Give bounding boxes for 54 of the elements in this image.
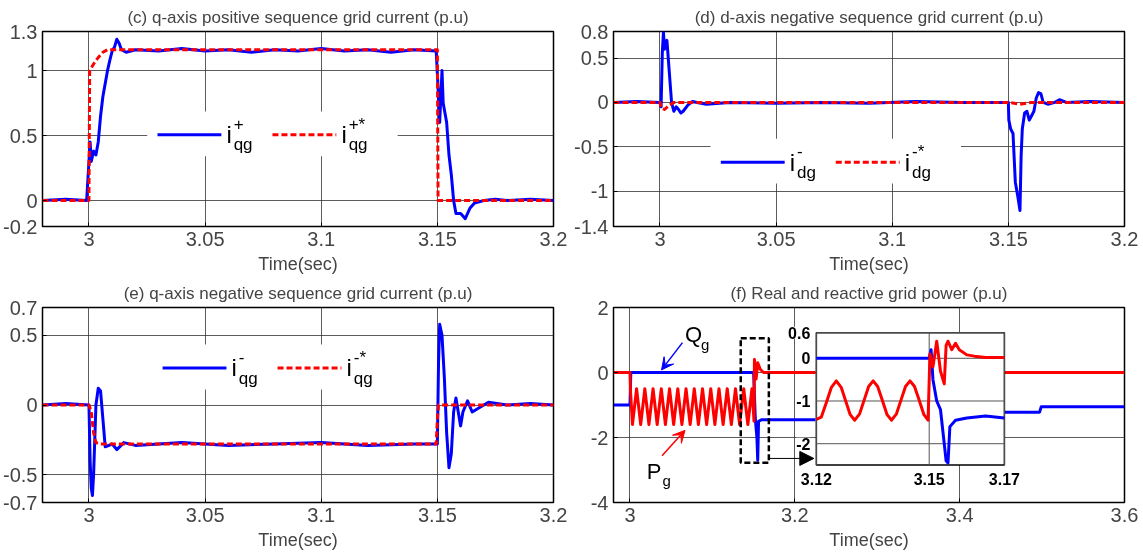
y-tick-label: -0.2 [3, 215, 38, 238]
x-tick-label: 3.1 [878, 227, 907, 250]
y-tick-label: -0.5 [3, 463, 38, 486]
y-tick-label: -4 [590, 491, 609, 514]
y-tick-label: 0 [26, 394, 38, 416]
x-tick-label: 3.6 [1110, 503, 1139, 526]
x-tick-label: 3.15 [988, 227, 1028, 250]
chart-title: (d) d-axis negative sequence grid current (p.u) [694, 7, 1044, 27]
x-axis-title: Time(sec) [258, 253, 338, 274]
chart-title: (e) q-axis negative sequence grid current (p.u) [123, 283, 473, 303]
x-tick-label: 3.4 [945, 503, 974, 526]
x-tick-label: 3.15 [913, 471, 945, 489]
x-tick-label: 3.15 [417, 503, 457, 526]
x-tick-label: 3.1 [307, 503, 336, 526]
y-tick-label: -2 [796, 435, 811, 453]
y-tick-label: 1 [26, 59, 38, 82]
y-tick-label: -1 [590, 180, 609, 203]
x-tick-label: 3.05 [756, 227, 796, 250]
y-tick-label: 0.5 [9, 324, 38, 347]
chart-title: (c) q-axis positive sequence grid current (p.u) [127, 7, 469, 27]
x-tick-label: 3 [624, 503, 636, 526]
y-tick-label: 0.7 [9, 296, 38, 319]
y-tick-label: -1.4 [574, 215, 609, 238]
x-tick-label: 3.05 [185, 503, 225, 526]
x-tick-label: 3.2 [1110, 227, 1139, 250]
y-tick-label: 2 [597, 296, 609, 319]
x-tick-label: 3 [83, 503, 95, 526]
x-tick-label: 3 [654, 227, 666, 250]
y-tick-label: 0 [597, 91, 609, 114]
x-tick-label: 3.1 [307, 227, 336, 250]
y-tick-label: 0 [801, 350, 811, 368]
x-tick-label: 3.2 [780, 503, 809, 526]
y-tick-label: 0.5 [9, 124, 38, 147]
x-axis-title: Time(sec) [829, 529, 909, 550]
x-tick-label: 3.2 [539, 227, 568, 250]
y-tick-label: -0.5 [574, 135, 609, 158]
y-tick-label: 0.8 [580, 20, 609, 43]
x-tick-label: 3.17 [988, 471, 1021, 489]
y-tick-label: 0 [597, 361, 609, 384]
x-tick-label: 3 [83, 227, 95, 250]
y-tick-label: -1 [796, 392, 811, 410]
x-tick-label: 3.12 [800, 471, 833, 489]
chart-title: (f) Real and reactive grid power (p.u) [730, 283, 1008, 303]
y-tick-label: -2 [590, 426, 609, 449]
x-tick-label: 3.15 [417, 227, 457, 250]
y-tick-label: 1.3 [9, 20, 38, 43]
y-tick-label: 0.6 [788, 324, 811, 342]
y-tick-label: 0 [26, 189, 38, 212]
y-tick-label: 0.5 [580, 47, 609, 70]
x-axis-title: Time(sec) [258, 529, 338, 550]
x-tick-label: 3.05 [185, 227, 225, 250]
y-tick-label: -0.7 [3, 491, 38, 514]
x-axis-title: Time(sec) [829, 253, 909, 274]
x-tick-label: 3.2 [539, 503, 568, 526]
